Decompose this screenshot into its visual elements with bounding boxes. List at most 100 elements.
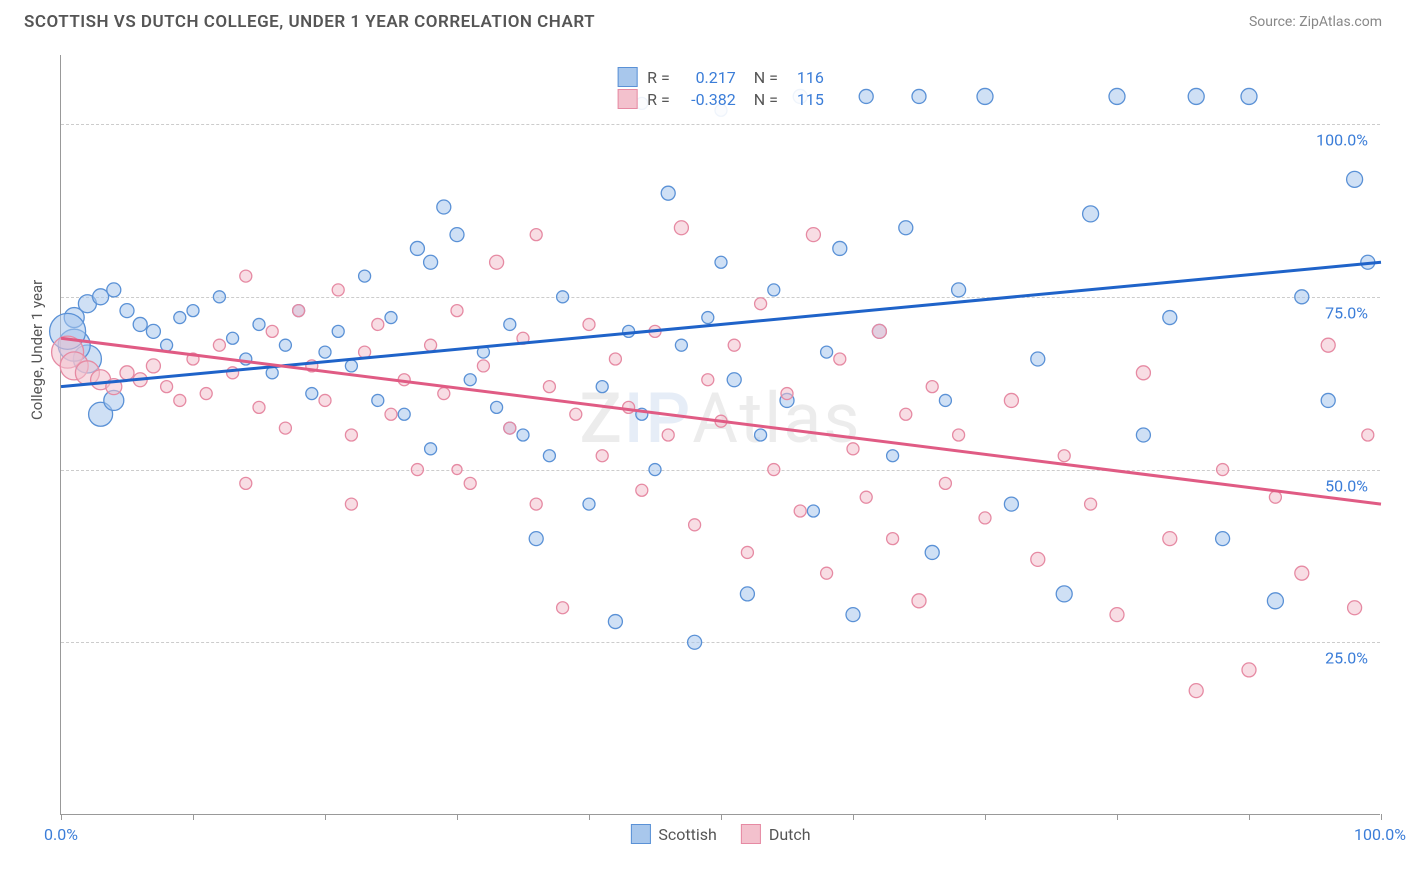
data-point	[491, 401, 503, 413]
data-point	[1295, 566, 1309, 580]
data-point	[464, 477, 476, 489]
data-point	[1347, 171, 1363, 187]
data-point	[451, 305, 463, 317]
data-point	[755, 298, 767, 310]
data-point	[609, 353, 621, 365]
data-point	[452, 465, 462, 475]
data-point	[821, 346, 833, 358]
x-tick-mark	[61, 814, 62, 820]
data-point	[806, 228, 820, 242]
data-point	[425, 443, 437, 455]
x-tick-mark	[1381, 814, 1382, 820]
data-point	[504, 318, 516, 330]
data-point	[833, 241, 847, 255]
data-point	[1031, 352, 1045, 366]
data-point	[161, 381, 173, 393]
x-tick-mark	[589, 814, 590, 820]
data-point	[596, 381, 608, 393]
data-point	[227, 332, 239, 344]
stat-r-label: R =	[647, 68, 670, 87]
data-point	[1109, 88, 1125, 104]
data-point	[887, 450, 899, 462]
data-point	[107, 283, 121, 297]
data-point	[450, 228, 464, 242]
data-point	[727, 373, 741, 387]
data-point	[146, 324, 160, 338]
data-point	[688, 635, 702, 649]
legend-stats-row: R =0.217 N =116	[617, 67, 824, 87]
data-point	[1056, 586, 1072, 602]
data-point	[1163, 311, 1177, 325]
data-point	[768, 464, 780, 476]
data-point	[464, 374, 476, 386]
data-point	[398, 408, 410, 420]
data-point	[253, 318, 265, 330]
data-point	[1362, 429, 1374, 441]
data-point	[120, 304, 134, 318]
plot-area: ZIPAtlas 25.0%50.0%75.0%100.0% R =0.217 …	[60, 55, 1380, 815]
data-point	[543, 381, 555, 393]
data-point	[900, 408, 912, 420]
data-point	[477, 360, 489, 372]
legend-swatch	[617, 89, 637, 109]
data-point	[93, 289, 109, 305]
legend-swatch	[617, 67, 637, 87]
x-tick-mark	[1117, 814, 1118, 820]
data-point	[1136, 366, 1150, 380]
data-point	[345, 498, 357, 510]
data-point	[437, 200, 451, 214]
scatter-svg	[61, 55, 1380, 814]
data-point	[887, 533, 899, 545]
data-point	[1241, 88, 1257, 104]
source-label: Source: ZipAtlas.com	[1249, 14, 1382, 30]
stat-n-label: N =	[746, 68, 778, 87]
legend-label: Scottish	[658, 825, 716, 844]
data-point	[979, 512, 991, 524]
data-point	[385, 408, 397, 420]
stat-r-value: -0.382	[680, 90, 736, 109]
data-point	[240, 270, 252, 282]
data-point	[939, 477, 951, 489]
data-point	[608, 615, 622, 629]
x-axis-start-label: 0.0%	[44, 825, 78, 844]
data-point	[174, 394, 186, 406]
y-axis-label: College, Under 1 year	[28, 280, 46, 420]
x-tick-mark	[853, 814, 854, 820]
data-point	[899, 221, 913, 235]
data-point	[279, 339, 291, 351]
data-point	[741, 546, 753, 558]
data-point	[146, 359, 160, 373]
data-point	[504, 422, 516, 434]
data-point	[715, 256, 727, 268]
data-point	[1085, 498, 1097, 510]
data-point	[755, 429, 767, 441]
data-point	[200, 388, 212, 400]
data-point	[319, 394, 331, 406]
stat-r-value: 0.217	[680, 68, 736, 87]
data-point	[120, 366, 134, 380]
data-point	[926, 381, 938, 393]
data-point	[1188, 88, 1204, 104]
data-point	[161, 339, 173, 351]
data-point	[213, 291, 225, 303]
data-point	[372, 318, 384, 330]
legend-stats-row: R =-0.382 N =115	[617, 89, 824, 109]
data-point	[846, 608, 860, 622]
legend-swatch	[630, 824, 650, 844]
header: SCOTTISH VS DUTCH COLLEGE, UNDER 1 YEAR …	[0, 0, 1406, 40]
data-point	[1242, 663, 1256, 677]
legend-label: Dutch	[769, 825, 811, 844]
data-point	[661, 186, 675, 200]
data-point	[411, 464, 423, 476]
stat-r-label: R =	[647, 90, 670, 109]
data-point	[912, 89, 926, 103]
data-point	[834, 353, 846, 365]
data-point	[1269, 491, 1281, 503]
x-tick-mark	[721, 814, 722, 820]
data-point	[279, 422, 291, 434]
legend-item: Scottish	[630, 824, 716, 844]
data-point	[332, 325, 344, 337]
data-point	[596, 450, 608, 462]
data-point	[1321, 393, 1335, 407]
data-point	[557, 602, 569, 614]
